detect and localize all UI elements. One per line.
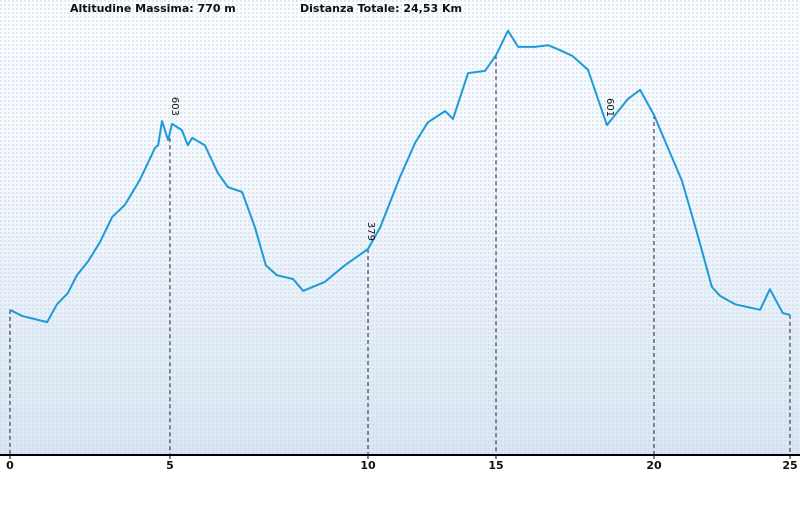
max-altitude: Altitudine Massima: 770 m: [70, 2, 236, 15]
x-tick-label: 20: [646, 459, 662, 472]
elevation-line: [9, 29, 791, 324]
total-distance: Distanza Totale: 24,53 Km: [300, 2, 462, 15]
x-tick-label: 25: [782, 459, 797, 472]
x-tick-label: 5: [166, 459, 174, 472]
x-tick-label: 10: [360, 459, 376, 472]
x-tick-label: 0: [6, 459, 14, 472]
waypoint-altitude: 379: [365, 222, 376, 241]
waypoint-altitude: 603: [169, 97, 180, 116]
plot-pattern: [0, 0, 800, 455]
x-tick-label: 15: [488, 459, 503, 472]
waypoint-altitude: 601: [604, 98, 615, 117]
